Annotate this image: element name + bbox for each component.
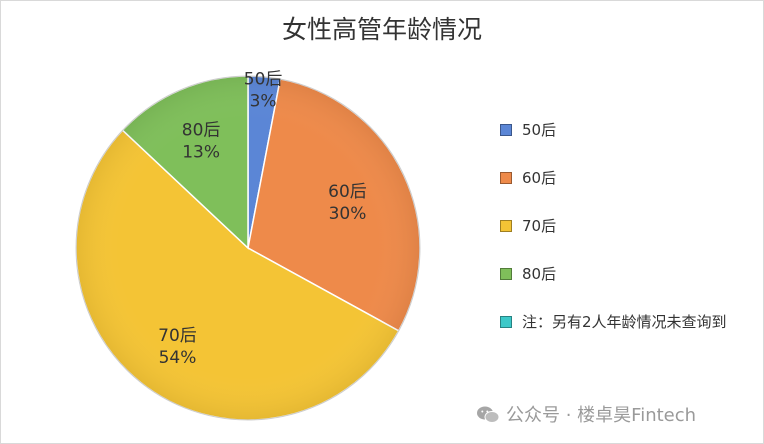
legend-item: 80后 xyxy=(500,264,750,285)
slice-data-label: 80后 13% xyxy=(182,121,221,163)
slice-data-label: 60后 30% xyxy=(328,182,367,224)
slice-data-label: 70后 54% xyxy=(158,326,197,368)
chart-title: 女性高管年龄情况 xyxy=(281,15,482,44)
legend: 50后 60后 70后 80后 注：另有2人年龄情况未查询到 xyxy=(500,120,750,360)
legend-swatch xyxy=(500,316,512,328)
legend-label: 70后 xyxy=(522,217,557,235)
legend-swatch xyxy=(500,220,512,232)
legend-item: 50后 xyxy=(500,120,750,141)
legend-item: 注：另有2人年龄情况未查询到 xyxy=(500,312,750,333)
legend-swatch xyxy=(500,268,512,280)
legend-label: 50后 xyxy=(522,121,557,139)
legend-item: 70后 xyxy=(500,216,750,237)
wechat-icon xyxy=(477,406,500,423)
legend-item: 60后 xyxy=(500,168,750,189)
watermark: 公众号 · 楼卓昊Fintech xyxy=(476,401,696,427)
slice-data-label: 50后 3% xyxy=(244,70,283,112)
legend-swatch xyxy=(500,124,512,136)
legend-label: 80后 xyxy=(522,265,557,283)
pie-outline xyxy=(75,75,421,421)
legend-label: 注：另有2人年龄情况未查询到 xyxy=(522,313,727,331)
legend-label: 60后 xyxy=(522,169,557,187)
watermark-text: 公众号 · 楼卓昊Fintech xyxy=(506,405,697,426)
legend-swatch xyxy=(500,172,512,184)
